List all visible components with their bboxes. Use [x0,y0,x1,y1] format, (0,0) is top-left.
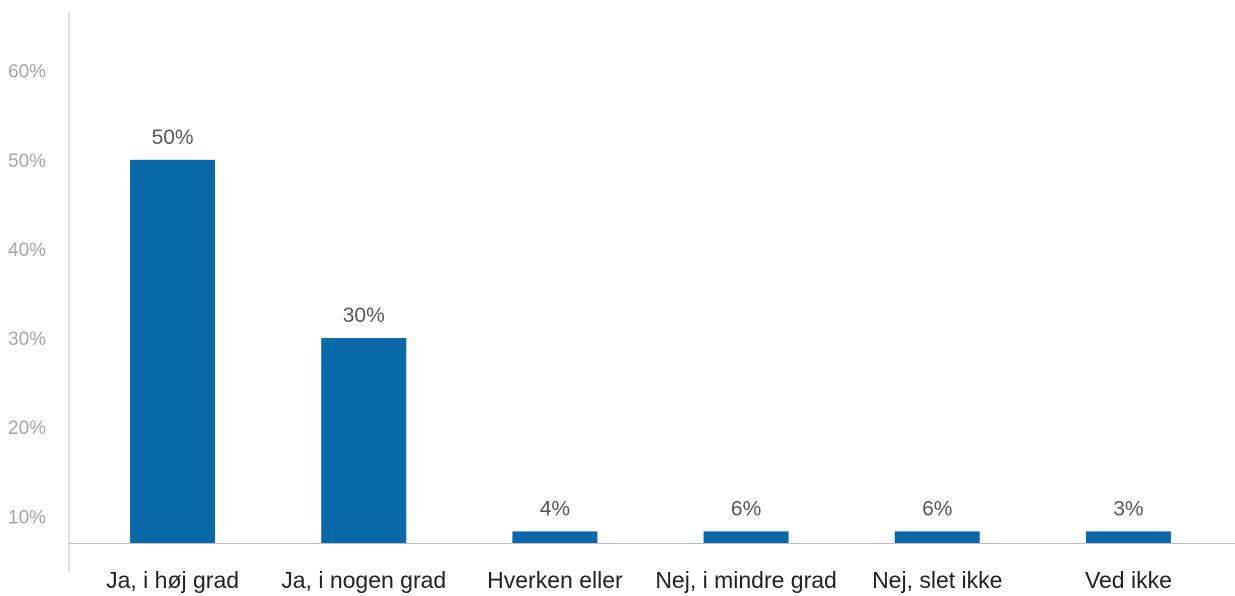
bar [512,531,598,543]
data-label: 50% [152,126,194,149]
bar [1085,531,1171,543]
category-label: Nej, slet ikke [872,567,1002,593]
data-label: 3% [1113,497,1143,520]
y-tick-label: 40% [8,240,46,261]
y-tick-label: 60% [8,62,46,83]
bar [703,531,789,543]
category-label: Nej, i mindre grad [655,567,837,593]
y-tick-label: 10% [8,507,46,528]
x-axis-ticks: Ja, i høj grad Ja, i nogen grad Hverken el… [106,567,1172,593]
y-axis-ticks: 10% 20% 30% 40% 50% 60% [8,62,46,529]
category-label: Ja, i høj grad [106,567,239,593]
bar [321,338,407,543]
data-label: 6% [731,497,761,520]
category-label: Ved ikke [1085,567,1172,593]
data-label: 30% [343,304,385,327]
category-label: Hverken eller [487,567,623,593]
data-label: 6% [922,497,952,520]
category-label: Ja, i nogen grad [281,567,446,593]
data-labels: 50% 30% 4% 6% 6% 3% [152,126,1144,521]
y-tick-label: 50% [8,151,46,172]
bar [130,159,216,543]
bar [894,531,980,543]
bars [130,159,1171,543]
y-tick-label: 30% [8,329,46,350]
data-label: 4% [540,497,570,520]
y-tick-label: 20% [8,418,46,439]
